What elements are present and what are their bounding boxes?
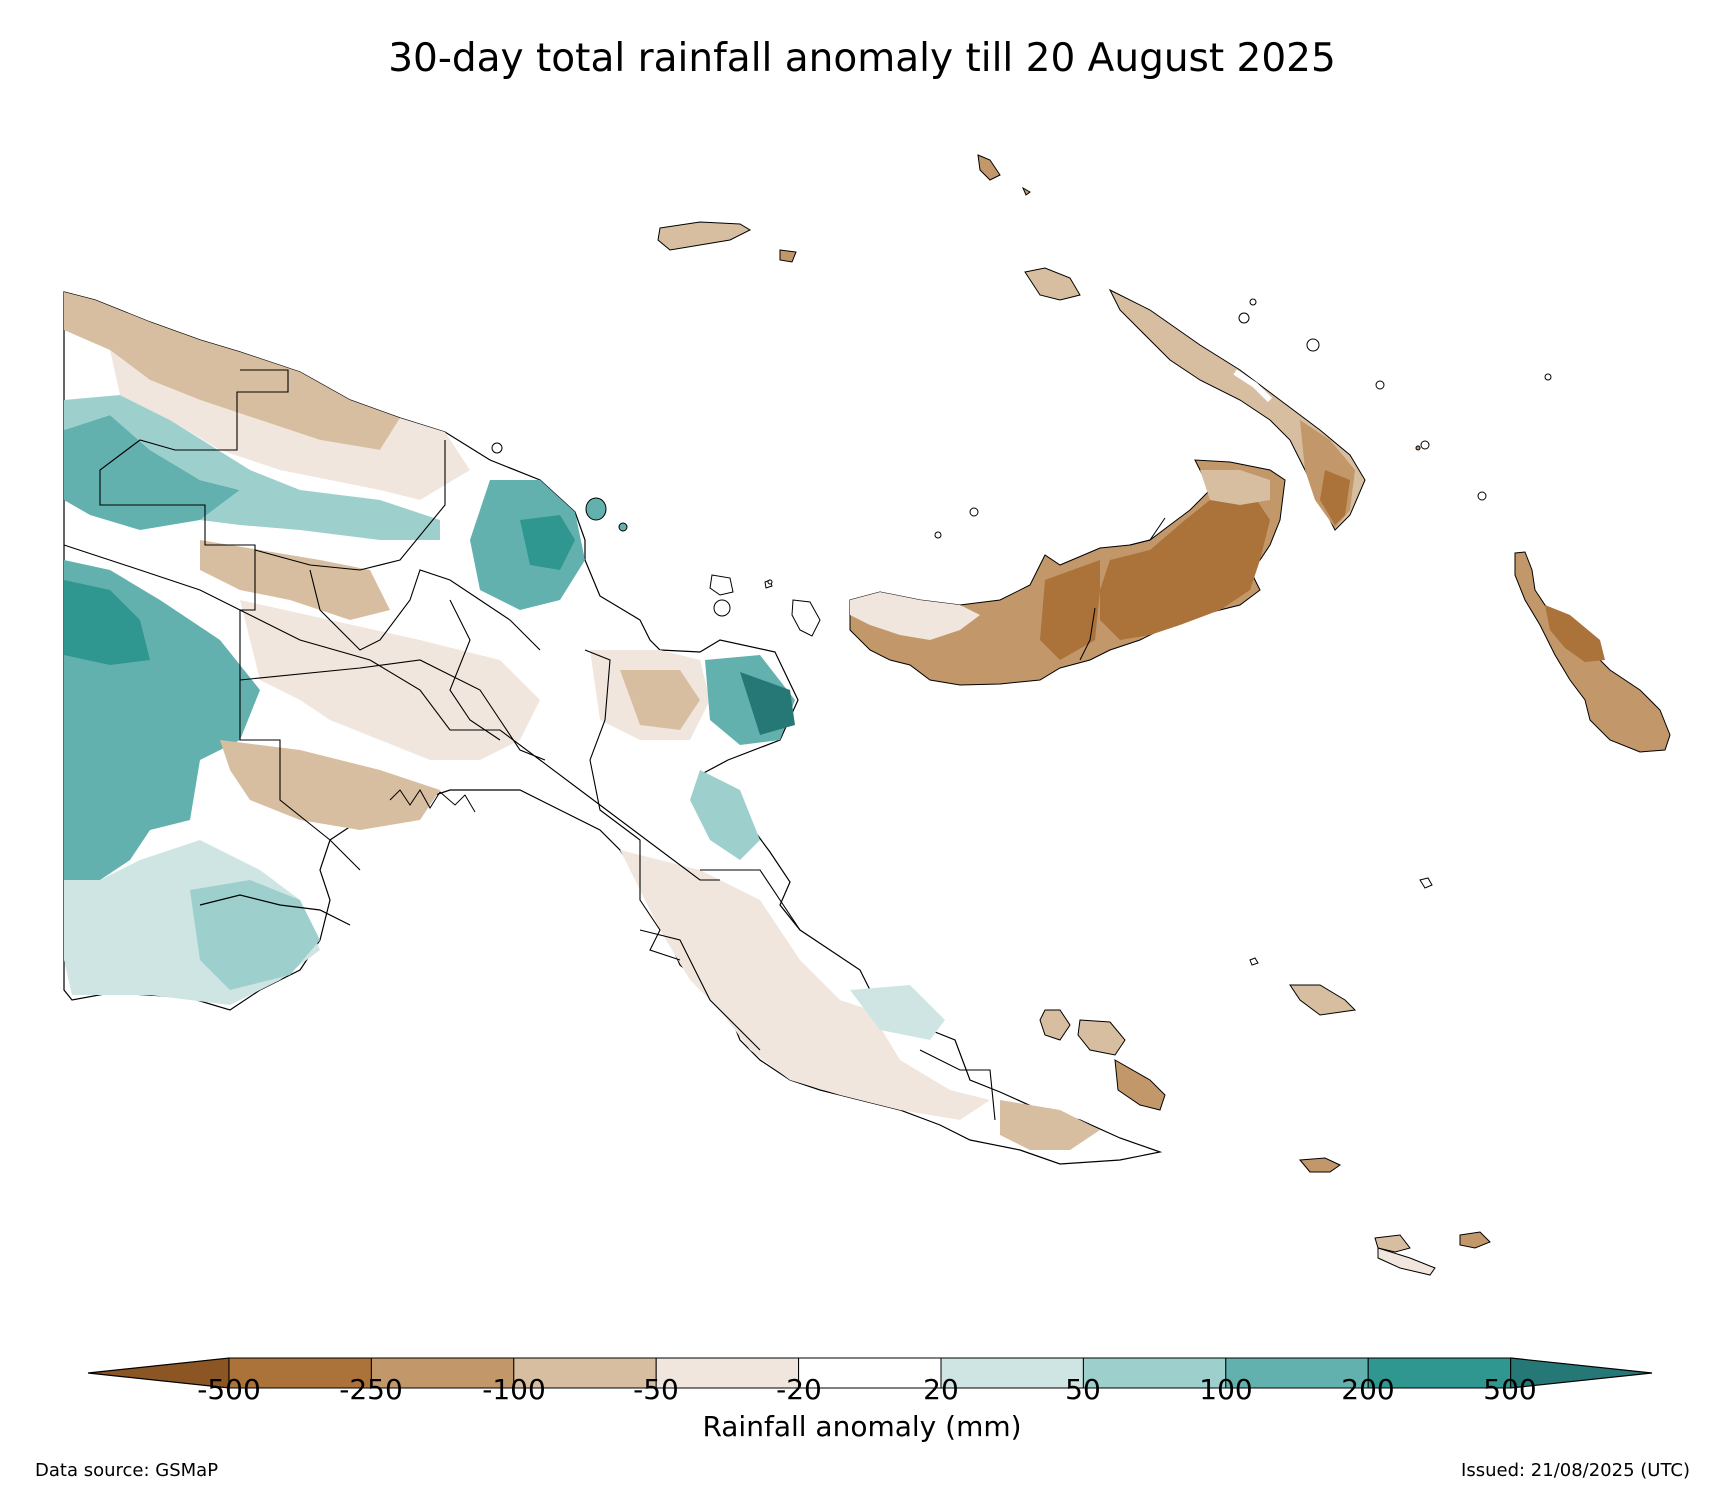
- colorbar-swatch-7: [1082, 1357, 1227, 1389]
- colorbar-swatch-6: [940, 1357, 1084, 1389]
- colorbar-swatch-4: [655, 1357, 800, 1389]
- anomaly-patch-lae-wet: [690, 770, 760, 860]
- colorbar-swatch-3: [513, 1357, 657, 1389]
- colorbar-tick-label: 100: [1199, 1373, 1253, 1406]
- anomaly-patch-sepik-dry: [64, 292, 400, 450]
- anomaly-patch-madang-core: [520, 515, 575, 570]
- anomaly-patch-milne-dry: [1000, 1100, 1100, 1150]
- colorbar-tick-label: 50: [1065, 1373, 1101, 1406]
- northern-small-islands: [977, 154, 1031, 196]
- anomaly-patch-oro-moist: [850, 985, 945, 1040]
- anomaly-patch-gulf-dry: [220, 740, 440, 830]
- colorbar-swatch-5: [798, 1357, 942, 1389]
- anomaly-patch-highlands-light: [240, 600, 540, 760]
- bougainville: [1514, 551, 1671, 753]
- new-ireland: [1024, 267, 1366, 531]
- colorbar-tick-label: -100: [482, 1373, 546, 1406]
- anomaly-patch-southeast-light: [620, 850, 990, 1120]
- colorbar-extend-max: [1509, 1357, 1653, 1389]
- map-title: 30-day total rainfall anomaly till 20 Au…: [388, 36, 1336, 81]
- colorbar-label: Rainfall anomaly (mm): [702, 1410, 1022, 1443]
- fly-river-mouth: [199, 894, 351, 926]
- anomaly-patch-highlands-dry: [200, 540, 390, 620]
- anomaly-patch-west-wet-core: [64, 580, 150, 665]
- colorbar-tick-label: 200: [1341, 1373, 1395, 1406]
- data-source-note: Data source: GSMaP: [35, 1460, 219, 1481]
- colorbar-tick-label: -20: [776, 1373, 822, 1406]
- colorbar-tick-label: -250: [339, 1373, 403, 1406]
- colorbar-swatch-9: [1367, 1357, 1512, 1389]
- anomaly-patch-north-wet: [64, 415, 240, 530]
- anomaly-patch-fly-delta: [190, 880, 320, 990]
- scattered-islets: [491, 298, 1552, 617]
- issued-date-note: Issued: 21/08/2025 (UTC): [1461, 1460, 1690, 1481]
- manus-island: [657, 221, 797, 263]
- colorbar-tick-label: -50: [633, 1373, 679, 1406]
- province-boundaries: [63, 369, 996, 1121]
- mainland-png: [63, 291, 1163, 1165]
- gulf-coast-inlets: [389, 789, 476, 813]
- anomaly-patch-north-wet-edge: [64, 395, 440, 540]
- madang-islands: [585, 497, 628, 532]
- anomaly-patch-huon-core: [740, 672, 795, 735]
- anomaly-patch-morobe-dry-core: [620, 670, 700, 730]
- colorbar: [87, 1357, 1653, 1389]
- anomaly-patch-sepik-dry-light: [110, 350, 470, 500]
- colorbar-tick-label: 500: [1483, 1373, 1537, 1406]
- new-britain: [849, 459, 1286, 686]
- colorbar-tick-label: 20: [923, 1373, 959, 1406]
- colorbar-tick-label: -500: [197, 1373, 261, 1406]
- colorbar-swatch-8: [1225, 1357, 1369, 1389]
- colorbar-swatch-2: [370, 1357, 515, 1389]
- dentrecasteaux-islands: [1039, 877, 1491, 1276]
- colorbar-swatch-1: [228, 1357, 372, 1389]
